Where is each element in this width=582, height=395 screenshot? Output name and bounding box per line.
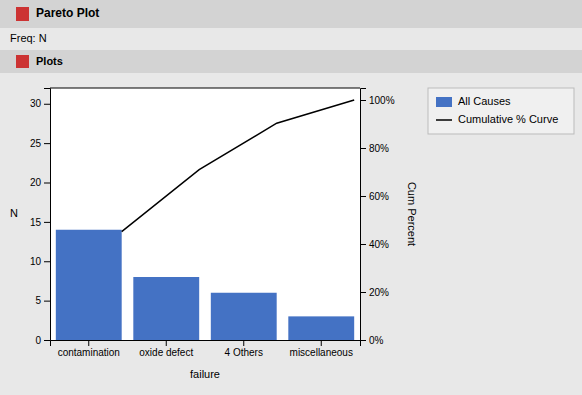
x-tick-mark: [321, 340, 322, 346]
section-marker: [16, 55, 29, 68]
y-tick-label: 15: [30, 217, 42, 228]
y-axis-line: [44, 89, 51, 341]
y2-tick-mark: [360, 244, 366, 245]
y2-tick-label: 80%: [369, 143, 389, 154]
y2-tick: 40%: [360, 239, 389, 250]
legend-label: All Causes: [458, 95, 511, 107]
y-tick-label: 30: [30, 98, 42, 109]
y-tick-mark: [44, 104, 50, 105]
y-tick-mark: [44, 261, 50, 262]
x-tick-label: contamination: [58, 347, 120, 358]
y-tick-label: 20: [30, 177, 42, 188]
y-tick-label: 0: [35, 335, 41, 346]
legend-label: Cumulative % Curve: [458, 113, 558, 125]
y-tick-label: 10: [30, 256, 42, 267]
x-axis-line: [51, 341, 361, 347]
y2-tick-label: 100%: [369, 95, 395, 106]
legend-box: [428, 88, 574, 134]
y-axis: 0 5 10 15 20 25 30: [30, 89, 51, 346]
y2-tick-mark: [360, 148, 366, 149]
x-tick-label: 4 Others: [225, 347, 263, 358]
subtitle: Freq: N: [10, 32, 47, 44]
y2-tick-label: 0%: [369, 335, 384, 346]
plot-marks: [56, 100, 354, 340]
section-bar: [0, 50, 582, 73]
y2-tick-label: 60%: [369, 191, 389, 202]
y2-tick-mark: [360, 196, 366, 197]
y-axis-title: N: [10, 207, 18, 219]
y2-tick-mark: [360, 340, 366, 341]
x-axis: contamination oxide defect 4 Others miscell…: [51, 340, 361, 358]
title-bar: [0, 0, 582, 28]
y2-tick: 20%: [360, 287, 389, 298]
title-marker: [16, 7, 29, 21]
x-tick-label: oxide defect: [139, 347, 193, 358]
y-tick: 15: [30, 217, 50, 228]
x-tick: oxide defect: [139, 340, 193, 358]
chart: Pareto Plot Freq: N Plots contamination oxid…: [0, 0, 582, 395]
y-tick: 20: [30, 177, 50, 188]
section-label: Plots: [36, 55, 63, 67]
x-tick-mark: [88, 340, 89, 346]
y-tick-mark: [44, 301, 50, 302]
y-tick-mark: [44, 183, 50, 184]
x-tick: 4 Others: [225, 340, 263, 358]
title: Pareto Plot: [36, 6, 99, 20]
x-tick-label: miscellaneous: [290, 347, 353, 358]
y2-tick-label: 40%: [369, 239, 389, 250]
legend-swatch: [436, 97, 452, 107]
y-tick-mark: [44, 340, 50, 341]
y2-axis: 0% 20% 40% 60% 80% 100%: [360, 89, 395, 346]
y2-axis-line: [361, 89, 367, 341]
x-tick: contamination: [58, 340, 120, 358]
y2-tick-mark: [360, 292, 366, 293]
legend-item: All Causes: [436, 95, 511, 107]
x-axis-title: failure: [190, 368, 220, 380]
y2-tick: 80%: [360, 143, 389, 154]
bar: [288, 316, 354, 340]
y-tick-label: 25: [30, 138, 42, 149]
plot-frame-top: [50, 88, 360, 89]
y2-tick: 60%: [360, 191, 389, 202]
background: [0, 0, 582, 395]
legend: All Causes Cumulative % Curve: [428, 88, 574, 134]
y-tick: 0: [35, 335, 50, 346]
y-tick: 5: [35, 295, 50, 306]
y2-tick-label: 20%: [369, 287, 389, 298]
plot-background: [50, 88, 360, 340]
bar: [133, 277, 199, 340]
y-tick: 30: [30, 98, 50, 109]
y2-tick-mark: [360, 100, 366, 101]
legend-item: Cumulative % Curve: [436, 113, 558, 125]
bar: [56, 230, 122, 340]
y-tick-label: 5: [35, 295, 41, 306]
y-tick-mark: [44, 222, 50, 223]
x-tick-mark: [243, 340, 244, 346]
bar: [211, 293, 277, 340]
legend-swatch: [436, 119, 452, 121]
y-tick: 10: [30, 256, 50, 267]
y2-tick: 0%: [360, 335, 384, 346]
cumulative-line: [122, 100, 354, 232]
y-tick: 25: [30, 138, 50, 149]
x-tick: miscellaneous: [290, 340, 353, 358]
y-tick-mark: [44, 143, 50, 144]
x-tick-mark: [166, 340, 167, 346]
y2-axis-title: Cum Percent: [406, 182, 418, 246]
y2-tick: 100%: [360, 95, 395, 106]
